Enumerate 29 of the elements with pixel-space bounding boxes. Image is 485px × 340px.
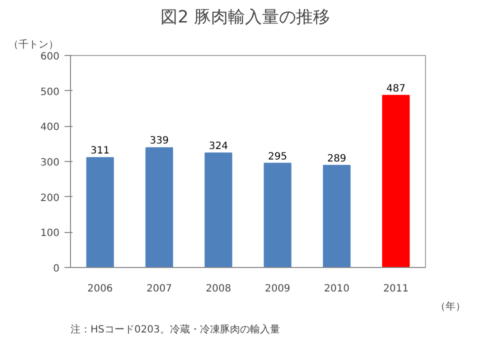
bar xyxy=(382,94,410,268)
y-tick-label: 500 xyxy=(40,86,60,98)
bar xyxy=(322,164,351,268)
x-tick-label: 2011 xyxy=(383,284,409,294)
y-tick-label: 200 xyxy=(40,192,60,204)
x-tick-label: 2007 xyxy=(146,284,172,294)
y-tick-label: 300 xyxy=(40,158,60,168)
x-axis-title: （年） xyxy=(436,300,466,312)
x-tick-label: 2008 xyxy=(206,284,232,294)
data-label: 295 xyxy=(268,151,288,162)
x-tick-label: 2009 xyxy=(264,284,290,294)
data-label: 487 xyxy=(386,83,406,94)
y-axis-title: （千トン） xyxy=(8,38,58,50)
y-tick-label: 400 xyxy=(40,122,60,134)
x-tick-label: 2006 xyxy=(87,284,113,294)
bar xyxy=(145,147,174,268)
data-label: 289 xyxy=(327,153,346,164)
bar xyxy=(204,152,232,268)
chart-title: 図2 豚肉輸入量の推移 xyxy=(160,8,330,28)
data-label: 311 xyxy=(90,146,110,157)
y-tick-label: 0 xyxy=(53,264,60,274)
y-tick-label: 600 xyxy=(40,52,60,62)
data-label: 339 xyxy=(150,136,169,147)
x-tick-label: 2010 xyxy=(324,284,350,294)
data-label: 324 xyxy=(208,141,228,152)
text: 注：HSコード0203。冷蔵・冷凍豚肉の輸入量 xyxy=(70,324,280,336)
bar xyxy=(86,157,114,268)
y-tick-label: 100 xyxy=(40,228,60,240)
bar xyxy=(264,162,292,268)
